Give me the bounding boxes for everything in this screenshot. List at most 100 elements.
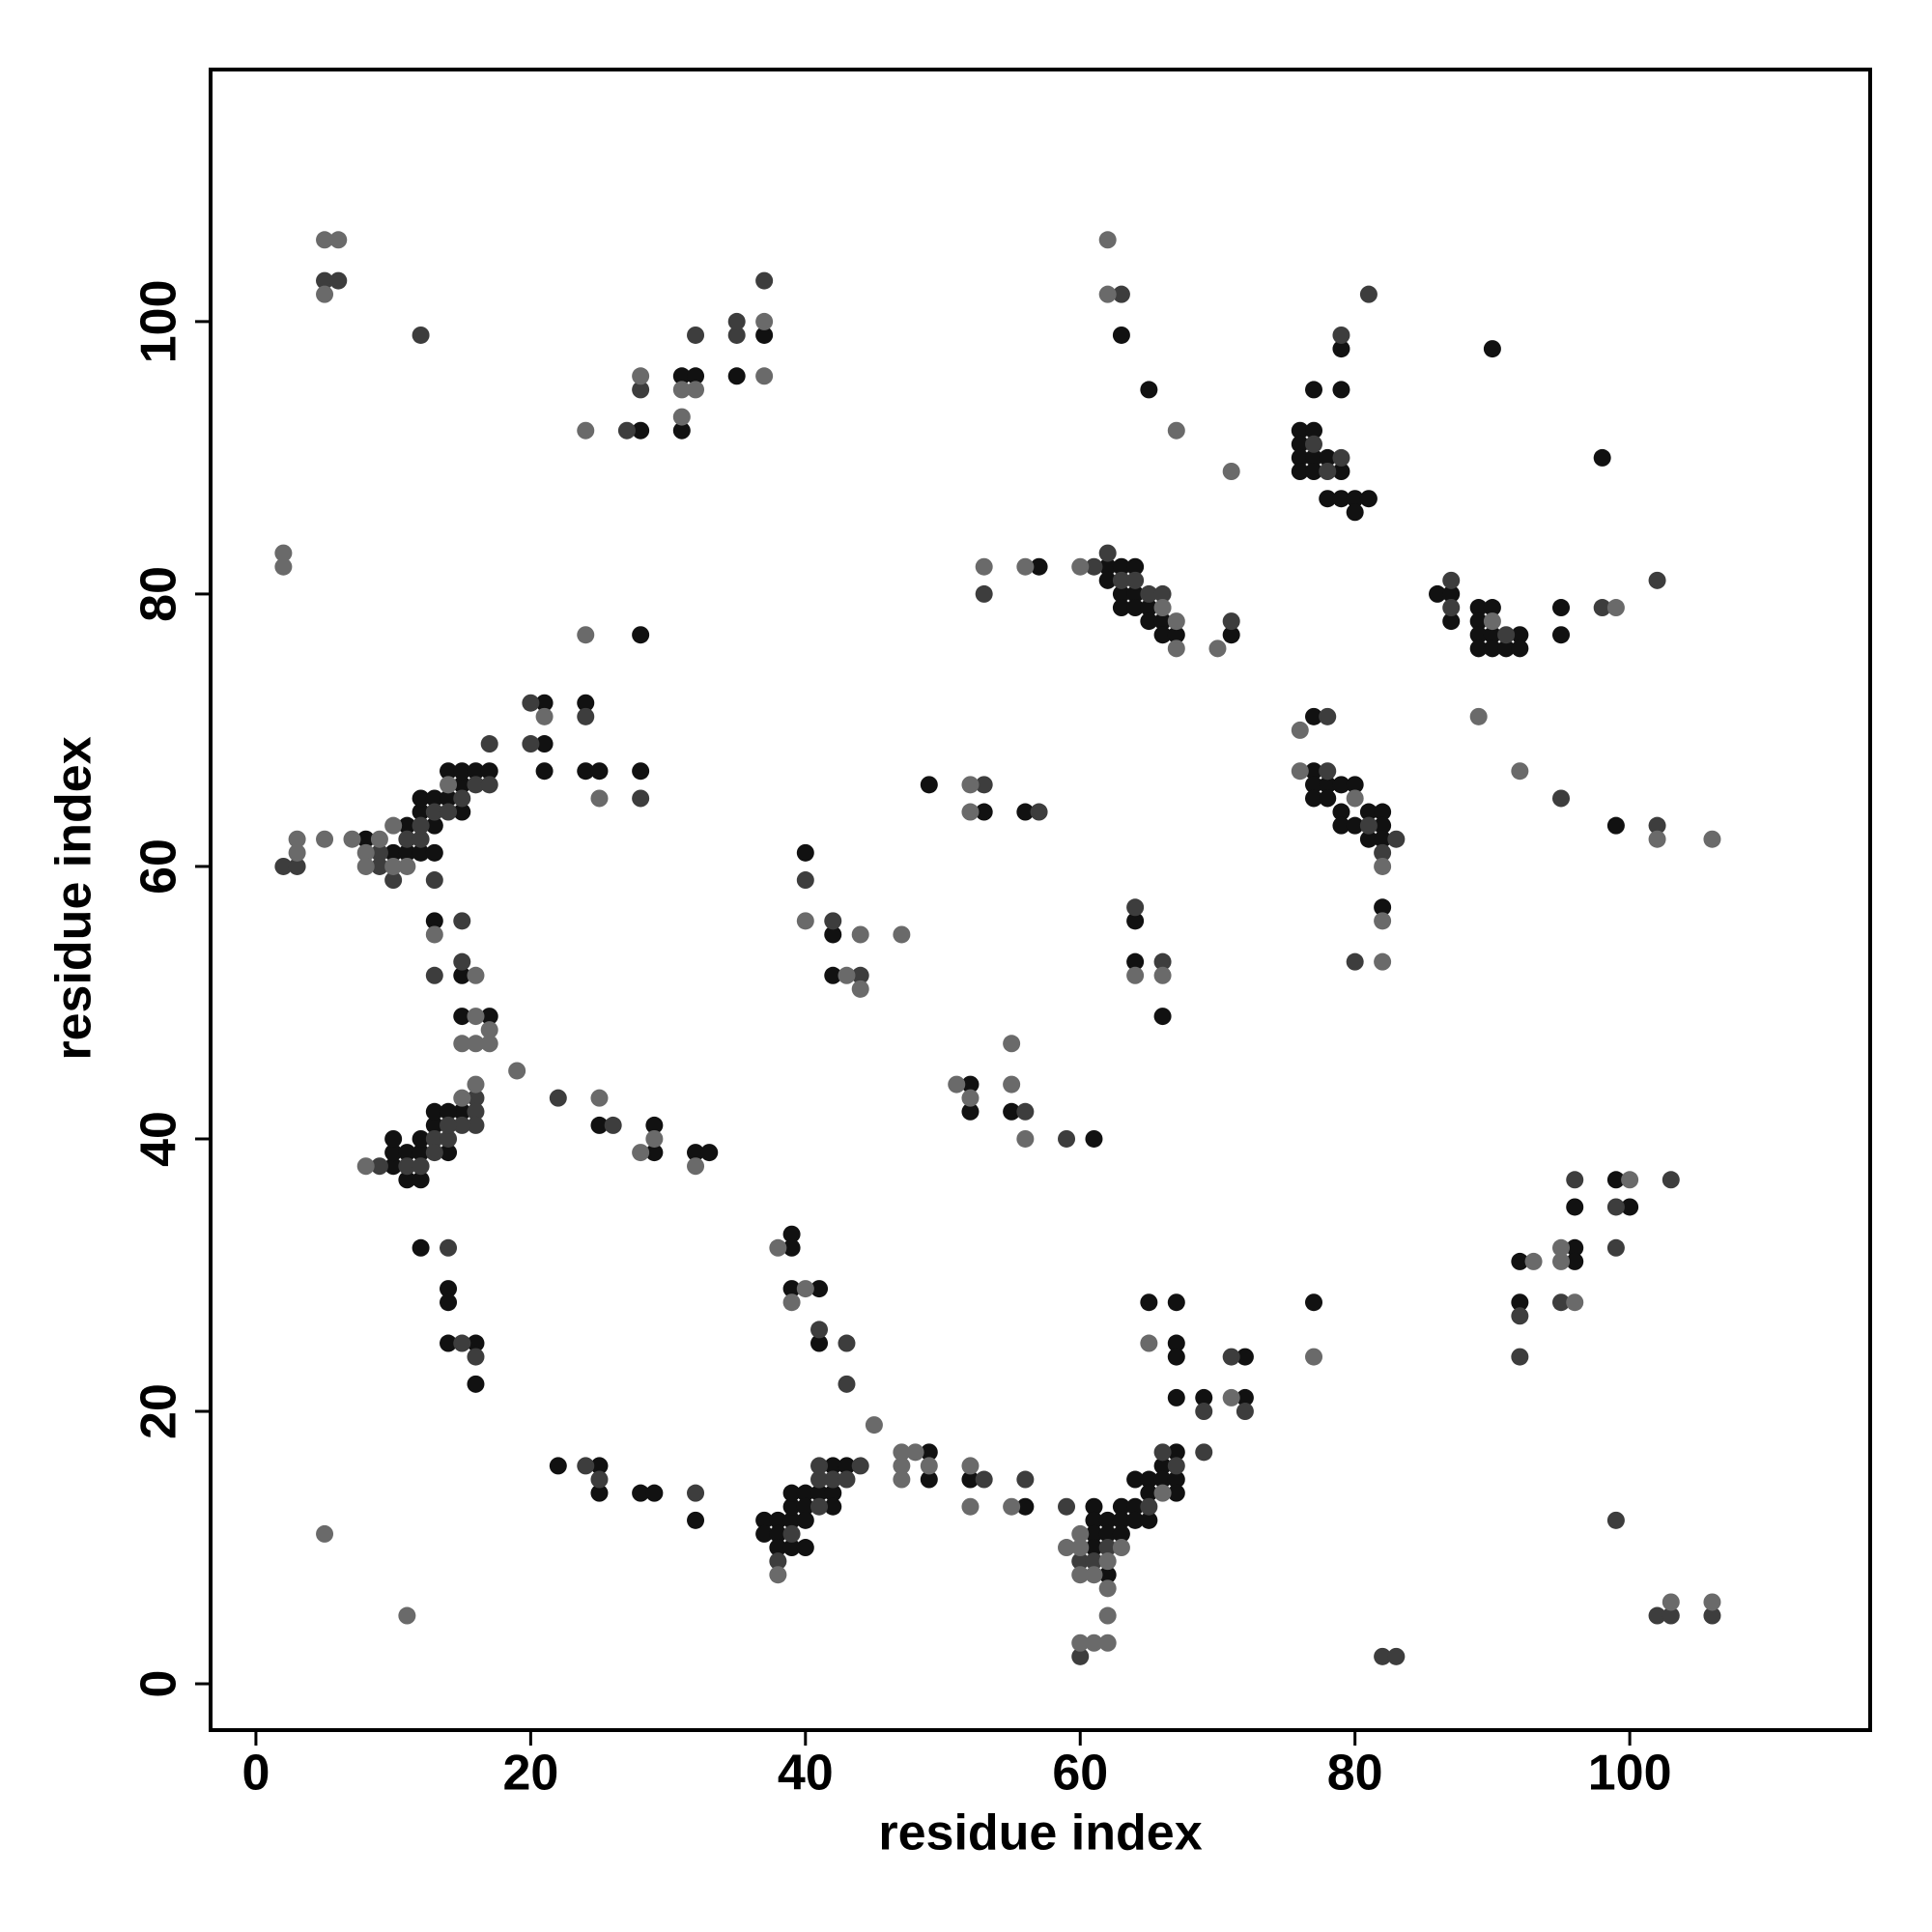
data-point [412, 1238, 430, 1257]
data-point [851, 925, 869, 944]
data-point [440, 1102, 458, 1121]
data-point [796, 1511, 814, 1529]
data-point [645, 1144, 664, 1162]
data-point [645, 1129, 664, 1148]
data-point [440, 1293, 458, 1312]
data-point [975, 584, 993, 603]
data-point [782, 1280, 801, 1298]
data-point [838, 1470, 856, 1489]
data-point [851, 966, 869, 984]
data-point [632, 626, 650, 644]
data-point [1140, 1497, 1158, 1516]
data-point [1195, 1443, 1213, 1462]
data-point [1552, 1293, 1571, 1312]
data-point [1374, 843, 1392, 862]
data-point [1236, 1388, 1254, 1406]
data-point [1167, 626, 1185, 644]
data-point [467, 966, 485, 984]
data-point [782, 1293, 801, 1312]
data-point [1167, 1293, 1185, 1312]
data-point [1098, 1634, 1117, 1652]
data-point [1305, 1348, 1323, 1366]
data-point [384, 1129, 403, 1148]
data-point [796, 843, 814, 862]
data-point [440, 1334, 458, 1352]
data-point [1566, 1293, 1584, 1312]
data-point [398, 1606, 416, 1625]
data-point [1319, 776, 1337, 794]
data-point [1566, 1171, 1584, 1189]
data-point [1346, 776, 1364, 794]
data-point [1593, 448, 1611, 467]
data-point [1346, 816, 1364, 835]
data-point [1098, 557, 1117, 576]
x-axis-label: residue index [878, 1805, 1202, 1861]
data-point [1085, 1511, 1103, 1529]
data-point [769, 1238, 787, 1257]
data-point [865, 1416, 883, 1435]
data-point [1222, 612, 1240, 631]
data-point [453, 762, 471, 781]
data-point [1606, 1171, 1625, 1189]
data-point [1703, 1593, 1721, 1611]
data-point [1511, 626, 1529, 644]
data-point [920, 1457, 938, 1475]
data-point [1085, 557, 1103, 576]
data-point [1332, 326, 1350, 344]
data-point [1126, 571, 1145, 589]
data-point [1359, 816, 1378, 835]
data-point [425, 843, 443, 862]
data-point [1483, 340, 1501, 358]
data-point [1167, 1470, 1185, 1489]
data-point [604, 1116, 622, 1134]
data-point [274, 557, 293, 576]
data-point [288, 843, 306, 862]
data-point [1319, 789, 1337, 808]
data-point [1606, 816, 1625, 835]
data-point [343, 830, 361, 848]
data-point [480, 762, 498, 781]
data-point [1167, 1484, 1185, 1502]
data-point [632, 381, 650, 399]
data-point [920, 776, 938, 794]
data-point [1222, 626, 1240, 644]
data-point [425, 1144, 443, 1162]
data-point [1085, 1634, 1103, 1652]
data-point [796, 1280, 814, 1298]
data-point [1112, 557, 1130, 576]
data-point [1167, 612, 1185, 631]
data-point [1374, 912, 1392, 930]
data-point [1566, 1252, 1584, 1270]
data-point [590, 789, 609, 808]
data-point [577, 707, 595, 725]
data-point [370, 857, 388, 875]
data-point [370, 843, 388, 862]
data-point [1098, 1566, 1117, 1584]
data-point [727, 312, 746, 330]
data-point [1126, 584, 1145, 603]
data-point [1511, 639, 1529, 658]
data-point [1098, 571, 1117, 589]
data-point [1126, 966, 1145, 984]
data-point [755, 367, 774, 385]
data-point [384, 1157, 403, 1176]
data-point [590, 1457, 609, 1475]
data-point [1140, 381, 1158, 399]
data-point [687, 326, 705, 344]
data-point [1511, 762, 1529, 781]
data-point [893, 925, 911, 944]
data-point [316, 285, 334, 303]
data-point [1085, 1552, 1103, 1571]
data-point [467, 1008, 485, 1026]
data-point [961, 1089, 980, 1107]
data-point [1126, 1470, 1145, 1489]
data-point [412, 789, 430, 808]
data-point [1305, 1293, 1323, 1312]
data-point [549, 1089, 567, 1107]
data-point [440, 1129, 458, 1148]
data-point [645, 1116, 664, 1134]
data-point [824, 966, 842, 984]
data-point [1098, 1579, 1117, 1598]
data-point [769, 1524, 787, 1543]
